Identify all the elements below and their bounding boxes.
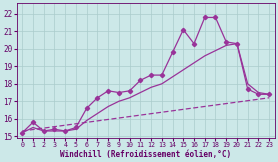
X-axis label: Windchill (Refroidissement éolien,°C): Windchill (Refroidissement éolien,°C) [60,150,231,159]
